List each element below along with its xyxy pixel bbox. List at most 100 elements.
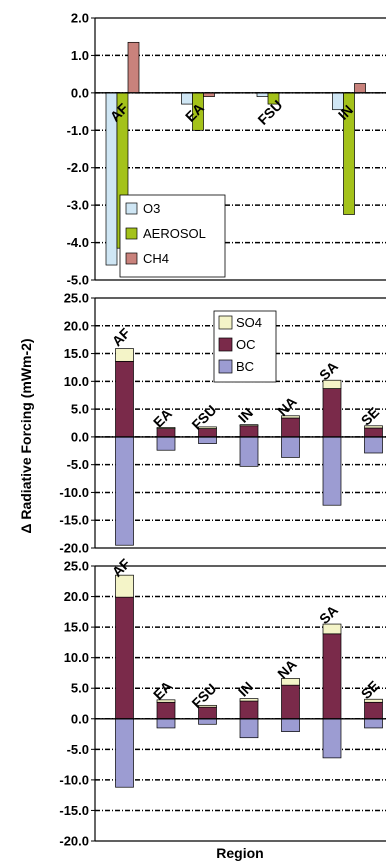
bar-bc [281,718,300,732]
bars [105,41,366,266]
y-axis-label: Δ Radiative Forcing (mWm-2) [18,338,34,533]
bar-oc [322,633,342,720]
bar-so4 [239,698,259,702]
legend-swatch-so4 [218,315,233,330]
bar-so4 [156,699,176,703]
y-tick-label: -20.0 [59,834,89,849]
bar-bc [322,718,342,759]
bar-so4 [198,426,217,429]
y-tick-label: 2.0 [71,11,89,26]
y-tick-label: 1.0 [71,48,89,63]
bar-bc [281,436,300,458]
bar-so4 [115,574,134,598]
bar-so4 [364,698,383,703]
bar-so4 [322,623,342,635]
chart-panel-1: 2.01.00.0-1.0-2.0-3.0-4.0-5.0AFEAFSUINNA… [67,11,386,288]
y-tick-label: -15.0 [59,513,89,528]
category-label-ea: EA [150,405,175,430]
y-tick-label: 5.0 [71,681,89,696]
bar-o3 [181,92,193,105]
bar-oc [364,427,383,438]
bar-so4 [156,427,176,429]
bar-bc [322,436,342,506]
y-tick-label: -5.0 [67,273,89,288]
bar-bc [239,436,259,467]
legend-label-o3: O3 [143,201,160,216]
y-tick-label: 0.0 [71,429,89,444]
category-label-sa: SA [316,602,341,627]
bar-oc [281,684,300,720]
y-tick-label: -20.0 [59,541,89,556]
y-tick-label: -5.0 [67,742,89,757]
bar-oc [239,425,259,438]
bar-oc [115,360,134,438]
bar-bc [156,718,176,729]
legend-swatch-oc [218,337,233,352]
y-tick-label: -3.0 [67,198,89,213]
chart-panel-3: 25.0 20.0 15.0 10.0 5.0 0.0 -5.0 -10.0 -15.0 -20.… [59,555,386,849]
y-tick-label: 25.0 [64,291,89,306]
legend: SO4 OC BC [213,310,277,383]
bar-bc [156,436,176,451]
legend: O3 AEROSOL CH4 [119,194,226,278]
legend-swatch-aerosol [125,227,138,240]
y-tick-label: 15.0 [64,620,89,635]
bar-oc [364,701,383,720]
bar-oc [156,701,176,720]
legend-swatch-bc [218,359,233,374]
y-tick-label: 10.0 [64,374,89,389]
y-tick-label: 15.0 [64,346,89,361]
y-tick-label: 5.0 [71,402,89,417]
y-tick-label: 20.0 [64,318,89,333]
bar-bc [364,718,383,729]
category-label-se: SE [358,677,383,702]
bar-oc [115,596,134,720]
bar-oc [281,417,300,438]
y-tick-label: -5.0 [67,457,89,472]
bar-so4 [322,379,342,389]
category-label-sa: SA [316,358,341,383]
y-tick-label: -10.0 [59,772,89,787]
bar-bc [198,718,217,725]
y-tick-label: -15.0 [59,803,89,818]
bar-bc [198,436,217,444]
legend-swatch-ch4 [125,252,138,265]
y-tick-label: 0.0 [71,711,89,726]
y-tick-label: 10.0 [64,650,89,665]
bar-bc [364,436,383,454]
bar-so4 [364,425,383,429]
category-label-ea: EA [150,678,175,703]
legend-label-so4: SO4 [236,315,262,330]
bar-so4 [281,678,300,686]
category-label-af: AF [109,324,134,349]
bar-so4 [281,415,300,419]
category-label-se: SE [358,404,383,429]
y-tick-label: -1.0 [67,123,89,138]
bar-oc [239,700,259,720]
y-tick-label: -10.0 [59,485,89,500]
bars [115,348,383,546]
category-label-in: IN [235,678,256,699]
category-label-in: IN [235,405,256,426]
y-tick-label: 20.0 [64,589,89,604]
y-tick-label: -4.0 [67,235,89,250]
legend-label-bc: BC [236,359,254,374]
bar-bc [115,436,134,546]
legend-label-aerosol: AEROSOL [143,226,206,241]
bars [115,574,383,788]
bar-ch4 [127,41,140,94]
category-label-na: NA [274,656,300,682]
category-label-fsu: FSU [254,97,285,128]
bar-so4 [198,704,217,708]
bar-so4 [239,424,259,427]
bar-so4 [115,348,134,362]
legend-label-ch4: CH4 [143,251,169,266]
y-tick-label: 25.0 [64,559,89,574]
legend-swatch-o3 [125,202,138,215]
x-axis-label: Region [216,845,263,861]
bar-bc [115,718,134,788]
bar-oc [322,388,342,438]
category-label-na: NA [274,393,300,419]
bar-bc [239,718,259,739]
